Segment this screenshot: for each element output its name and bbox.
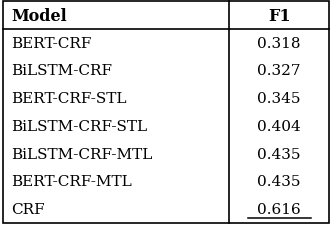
Text: F1: F1: [268, 8, 290, 25]
Text: 0.327: 0.327: [257, 64, 301, 78]
Text: BERT-CRF: BERT-CRF: [12, 37, 92, 51]
Text: BERT-CRF-STL: BERT-CRF-STL: [12, 92, 127, 106]
Text: 0.404: 0.404: [257, 119, 301, 133]
Text: 0.435: 0.435: [257, 174, 301, 188]
Text: Model: Model: [12, 8, 67, 25]
Text: 0.345: 0.345: [257, 92, 301, 106]
Text: BERT-CRF-MTL: BERT-CRF-MTL: [12, 174, 132, 188]
Text: 0.318: 0.318: [257, 37, 301, 51]
Text: 0.435: 0.435: [257, 147, 301, 161]
Text: 0.616: 0.616: [257, 202, 301, 216]
Text: BiLSTM-CRF: BiLSTM-CRF: [12, 64, 113, 78]
Text: BiLSTM-CRF-STL: BiLSTM-CRF-STL: [12, 119, 148, 133]
Text: CRF: CRF: [12, 202, 45, 216]
Text: BiLSTM-CRF-MTL: BiLSTM-CRF-MTL: [12, 147, 153, 161]
